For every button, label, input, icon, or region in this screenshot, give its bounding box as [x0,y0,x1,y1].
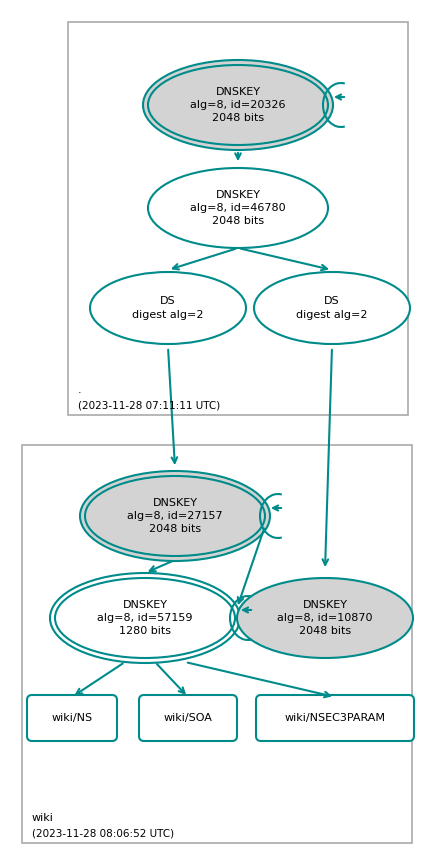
Text: DNSKEY
alg=8, id=10870
2048 bits: DNSKEY alg=8, id=10870 2048 bits [276,599,372,636]
Text: DNSKEY
alg=8, id=46780
2048 bits: DNSKEY alg=8, id=46780 2048 bits [190,189,285,227]
Text: DNSKEY
alg=8, id=27157
2048 bits: DNSKEY alg=8, id=27157 2048 bits [127,497,222,535]
Ellipse shape [253,272,409,344]
Text: wiki/NSEC3PARAM: wiki/NSEC3PARAM [284,713,385,723]
Text: (2023-11-28 07:11:11 UTC): (2023-11-28 07:11:11 UTC) [78,401,220,411]
FancyBboxPatch shape [27,695,117,741]
Text: (2023-11-28 08:06:52 UTC): (2023-11-28 08:06:52 UTC) [32,829,174,839]
Ellipse shape [80,471,270,561]
FancyBboxPatch shape [256,695,413,741]
Bar [22,445,411,843]
Text: DS
digest alg=2: DS digest alg=2 [296,297,367,319]
Text: wiki/NS: wiki/NS [51,713,92,723]
Text: DNSKEY
alg=8, id=20326
2048 bits: DNSKEY alg=8, id=20326 2048 bits [190,86,285,123]
Text: DS
digest alg=2: DS digest alg=2 [132,297,203,319]
Ellipse shape [143,60,332,150]
Ellipse shape [90,272,246,344]
Bar [68,22,407,415]
Text: wiki/SOA: wiki/SOA [163,713,212,723]
Ellipse shape [148,168,327,248]
Ellipse shape [237,578,412,658]
Text: .: . [78,385,82,395]
FancyBboxPatch shape [139,695,237,741]
Ellipse shape [50,573,240,663]
Text: wiki: wiki [32,813,54,823]
Text: DNSKEY
alg=8, id=57159
1280 bits: DNSKEY alg=8, id=57159 1280 bits [97,599,192,636]
